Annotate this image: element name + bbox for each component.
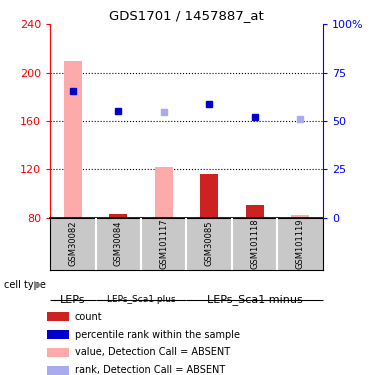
Text: LEPs_Sca1 plus: LEPs_Sca1 plus	[107, 296, 175, 304]
Text: count: count	[75, 312, 102, 321]
Text: ▶: ▶	[34, 280, 43, 290]
Text: LEPs: LEPs	[60, 295, 86, 305]
Bar	[47, 330, 69, 339]
Text: GSM101118: GSM101118	[250, 218, 259, 269]
Title: GDS1701 / 1457887_at: GDS1701 / 1457887_at	[109, 9, 264, 22]
Bar	[47, 366, 69, 375]
Bar	[64, 61, 82, 217]
Text: GSM30082: GSM30082	[68, 221, 77, 267]
Bar	[47, 348, 69, 357]
Text: rank, Detection Call = ABSENT: rank, Detection Call = ABSENT	[75, 366, 225, 375]
Bar	[155, 167, 173, 218]
Text: GSM30085: GSM30085	[205, 221, 214, 267]
Bar	[200, 174, 218, 217]
Text: LEPs_Sca1 minus: LEPs_Sca1 minus	[207, 294, 302, 306]
Text: GSM101119: GSM101119	[296, 219, 305, 269]
Bar	[47, 312, 69, 321]
Text: cell type: cell type	[4, 280, 46, 290]
Text: value, Detection Call = ABSENT: value, Detection Call = ABSENT	[75, 348, 230, 357]
Bar	[291, 215, 309, 217]
Bar	[109, 214, 127, 217]
Text: percentile rank within the sample: percentile rank within the sample	[75, 330, 240, 339]
Text: GSM30084: GSM30084	[114, 221, 123, 267]
Bar	[246, 206, 264, 218]
Text: GSM101117: GSM101117	[159, 218, 168, 269]
